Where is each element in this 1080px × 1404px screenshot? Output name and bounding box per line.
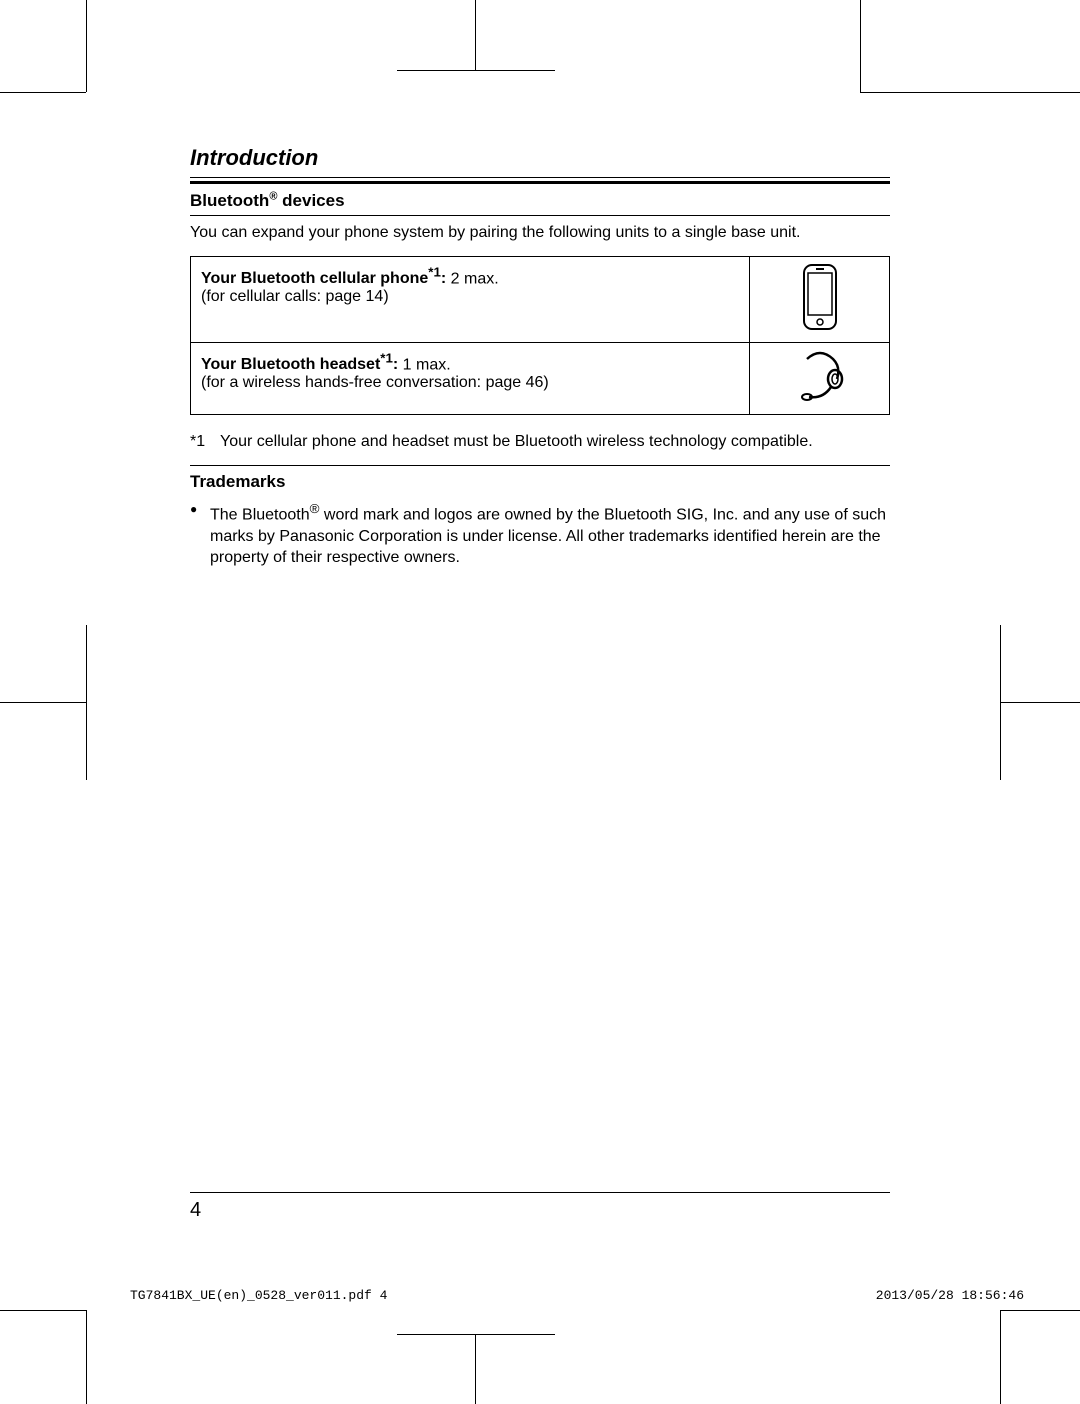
crop-mark [1000, 702, 1001, 780]
crop-mark [475, 70, 555, 71]
footer-filename: TG7841BX_UE(en)_0528_ver011.pdf 4 [130, 1288, 387, 1303]
crop-mark [860, 0, 861, 92]
table-row: Your Bluetooth cellular phone*1: 2 max. … [191, 256, 890, 342]
cell-subtext: (for cellular calls: page 14) [201, 288, 389, 305]
intro-text: You can expand your phone system by pair… [190, 224, 890, 242]
trademarks-bar: Trademarks [190, 465, 890, 492]
crop-mark [0, 702, 86, 703]
cell-sup: *1 [380, 351, 393, 366]
headset-icon [793, 349, 847, 403]
cell-value: 1 max. [403, 356, 451, 373]
crop-mark [1000, 1310, 1001, 1404]
footnote: *1Your cellular phone and headset must b… [190, 433, 890, 451]
crop-mark [86, 625, 87, 703]
heading-text-suffix: devices [277, 191, 344, 210]
crop-mark [1000, 625, 1001, 703]
device-table: Your Bluetooth cellular phone*1: 2 max. … [190, 256, 890, 415]
crop-mark [0, 92, 86, 93]
cell-colon: : [441, 270, 451, 287]
trademark-text-part1: The Bluetooth [210, 506, 310, 523]
cell-label: Your Bluetooth cellular phone [201, 270, 428, 287]
crop-mark [860, 92, 1080, 93]
registered-mark: ® [310, 501, 320, 516]
cellphone-icon [796, 263, 844, 331]
crop-mark [86, 702, 87, 780]
cell-label: Your Bluetooth headset [201, 356, 380, 373]
crop-mark [86, 0, 87, 92]
page-number: 4 [190, 1192, 890, 1222]
bluetooth-devices-heading: Bluetooth® devices [190, 191, 345, 210]
trademark-bullet: The Bluetooth® word mark and logos are o… [190, 500, 890, 569]
footer-datetime: 2013/05/28 18:56:46 [876, 1288, 1024, 1303]
crop-mark [1000, 1310, 1080, 1311]
device-icon-cell [750, 342, 890, 414]
cell-subtext: (for a wireless hands-free conversation:… [201, 374, 549, 391]
subtitle-bar: Bluetooth® devices [190, 181, 890, 216]
section-title: Introduction [190, 145, 890, 178]
cell-value: 2 max. [451, 270, 499, 287]
heading-text: Bluetooth [190, 191, 269, 210]
device-icon-cell [750, 256, 890, 342]
crop-mark [1000, 702, 1080, 703]
cell-sup: *1 [428, 265, 441, 280]
cell-colon: : [393, 356, 403, 373]
crop-mark [0, 1310, 86, 1311]
crop-mark [475, 0, 476, 70]
crop-mark [397, 1334, 477, 1335]
trademarks-heading: Trademarks [190, 472, 890, 492]
device-description-cell: Your Bluetooth cellular phone*1: 2 max. … [191, 256, 750, 342]
page-content: Introduction Bluetooth® devices You can … [190, 145, 890, 569]
device-description-cell: Your Bluetooth headset*1: 1 max. (for a … [191, 342, 750, 414]
crop-mark [86, 1310, 87, 1404]
footnote-label: *1 [190, 433, 220, 451]
table-row: Your Bluetooth headset*1: 1 max. (for a … [191, 342, 890, 414]
crop-mark [397, 70, 477, 71]
footnote-text: Your cellular phone and headset must be … [220, 433, 880, 451]
crop-mark [475, 1334, 476, 1404]
crop-mark [475, 1334, 555, 1335]
